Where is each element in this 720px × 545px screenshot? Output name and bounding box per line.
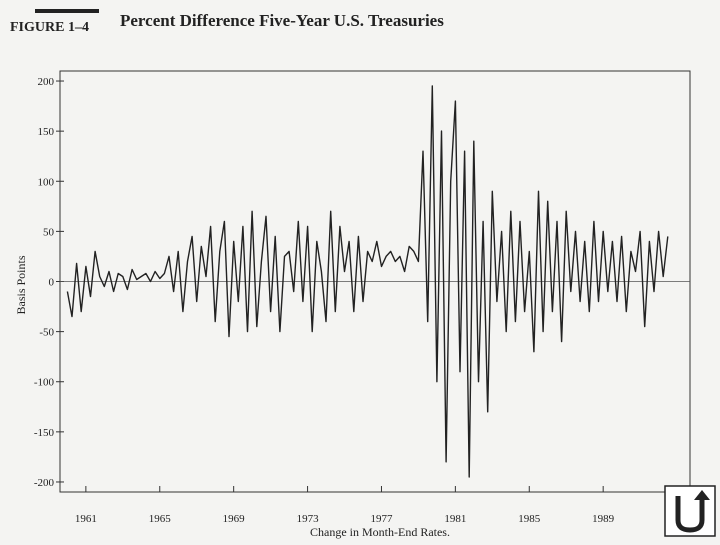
x-tick-label: 1985 — [518, 513, 541, 525]
x-tick-label: 1973 — [297, 513, 320, 525]
x-tick-label: 1989 — [592, 513, 615, 525]
rule-bar — [35, 9, 99, 13]
y-tick-label: 50 — [43, 226, 55, 238]
x-tick-label: 1981 — [444, 513, 466, 525]
y-axis-label: Basis Points — [14, 255, 28, 314]
y-tick-label: -100 — [34, 377, 55, 389]
x-tick-label: 1965 — [149, 513, 172, 525]
x-tick-label: 1977 — [370, 513, 393, 525]
y-tick-label: 150 — [38, 126, 55, 138]
x-tick-label: 1969 — [223, 513, 246, 525]
y-tick-label: 0 — [49, 277, 55, 289]
back-arrow-head — [694, 490, 710, 500]
x-axis-label: Change in Month-End Rates. — [310, 525, 450, 539]
figure-label: FIGURE 1–4 — [10, 20, 89, 35]
back-arrow-icon — [675, 496, 705, 533]
y-tick-label: 100 — [38, 176, 55, 188]
y-tick-label: -200 — [34, 477, 55, 489]
y-tick-label: -50 — [39, 327, 54, 339]
y-tick-label: 200 — [38, 76, 55, 88]
chart-title: Percent Difference Five-Year U.S. Treasu… — [120, 11, 444, 30]
y-tick-label: -150 — [34, 427, 55, 439]
x-tick-label: 1961 — [75, 513, 97, 525]
back-button[interactable] — [664, 485, 716, 537]
data-line — [66, 85, 669, 478]
